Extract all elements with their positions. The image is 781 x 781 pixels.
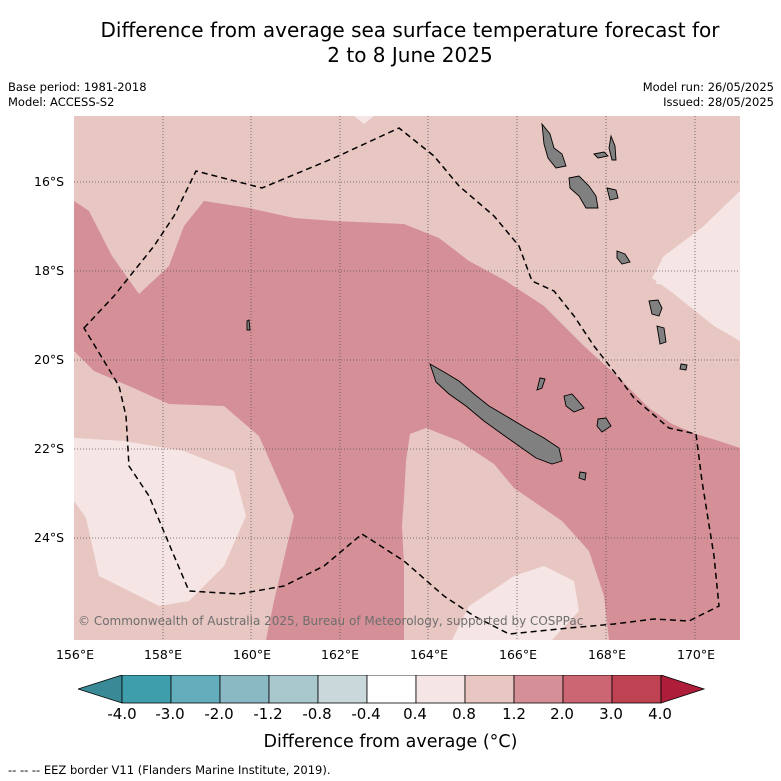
model-run: Model run: 26/05/2025 bbox=[642, 80, 774, 94]
colorbar-tick: 3.0 bbox=[599, 705, 623, 723]
base-period: Base period: 1981-2018 bbox=[8, 80, 147, 94]
lon-label-164e: 164°E bbox=[409, 647, 449, 662]
colorbar-tick: 4.0 bbox=[648, 705, 672, 723]
title-line-2: 2 to 8 June 2025 bbox=[327, 43, 493, 67]
colorbar-cell bbox=[170, 675, 221, 704]
colorbar-cell bbox=[415, 675, 466, 704]
lat-label-22s: 22°S bbox=[34, 441, 65, 456]
colorbar-tick: 1.2 bbox=[502, 705, 526, 723]
map-panel bbox=[74, 116, 740, 640]
vanuatu-ambae bbox=[593, 151, 609, 159]
colorbar-cell bbox=[366, 675, 417, 704]
field-warm-band bbox=[74, 201, 740, 640]
loyalty-mare bbox=[596, 417, 612, 433]
isle-of-pines bbox=[578, 471, 587, 481]
colorbar-tick: 0.4 bbox=[403, 705, 427, 723]
colorbar-cell bbox=[562, 675, 613, 704]
colorbar-tick: -0.4 bbox=[351, 705, 381, 723]
colorbar-under-arrow bbox=[78, 675, 123, 704]
lat-label-16s: 16°S bbox=[34, 174, 65, 189]
colorbar-cell bbox=[121, 675, 172, 704]
eez-legend: -- -- -- EEZ border V11 (Flanders Marine… bbox=[8, 763, 331, 777]
loyalty-lifou bbox=[563, 393, 585, 413]
vanuatu-espiritu-santo bbox=[541, 122, 567, 169]
colorbar-tick: -4.0 bbox=[107, 705, 137, 723]
new-caledonia-island bbox=[429, 363, 563, 465]
lat-label-18s: 18°S bbox=[34, 263, 65, 278]
vanuatu-erromango bbox=[648, 299, 663, 317]
colorbar bbox=[78, 675, 706, 704]
colorbar-tick: -3.0 bbox=[155, 705, 185, 723]
meta-left: Base period: 1981-2018 Model: ACCESS-S2 bbox=[8, 80, 147, 110]
lon-label-160e: 160°E bbox=[232, 647, 272, 662]
landmass bbox=[246, 122, 688, 481]
island-small-east bbox=[679, 363, 688, 371]
eez-legend-marker: -- -- -- bbox=[8, 763, 41, 777]
eez-legend-text: EEZ border V11 (Flanders Marine Institut… bbox=[43, 763, 331, 777]
eez-border bbox=[83, 127, 720, 635]
colorbar-title: Difference from average (°C) bbox=[263, 732, 518, 752]
colorbar-tick: 0.8 bbox=[452, 705, 476, 723]
colorbar-tick: -0.8 bbox=[302, 705, 332, 723]
sst-anomaly-map bbox=[74, 116, 740, 640]
colorbar-tick: -2.0 bbox=[204, 705, 234, 723]
colorbar-tick: -1.2 bbox=[253, 705, 283, 723]
loyalty-ouvea bbox=[536, 377, 546, 391]
colorbar-tick: 2.0 bbox=[550, 705, 574, 723]
copyright-notice: © Commonwealth of Australia 2025, Bureau… bbox=[78, 614, 584, 628]
lon-label-170e: 170°E bbox=[676, 647, 716, 662]
map-title: Difference from average sea surface temp… bbox=[60, 18, 760, 68]
lon-label-156e: 156°E bbox=[55, 647, 95, 662]
colorbar-over-arrow bbox=[660, 675, 706, 704]
island-southeast bbox=[656, 325, 667, 345]
graticule bbox=[74, 116, 740, 640]
colorbar-cell bbox=[317, 675, 368, 704]
vanuatu-pentecost bbox=[608, 134, 617, 161]
title-line-1: Difference from average sea surface temp… bbox=[100, 18, 720, 42]
lat-label-20s: 20°S bbox=[34, 352, 65, 367]
lon-label-166e: 166°E bbox=[498, 647, 538, 662]
colorbar-cell bbox=[464, 675, 515, 704]
colorbar-cell bbox=[219, 675, 270, 704]
issued-date: Issued: 28/05/2025 bbox=[663, 95, 774, 109]
field-light-east-top bbox=[652, 191, 740, 341]
colorbar-cell bbox=[513, 675, 564, 704]
vanuatu-tanna bbox=[616, 250, 631, 265]
field-light-top-right-strip bbox=[354, 116, 374, 124]
lat-label-24s: 24°S bbox=[34, 530, 65, 545]
model-name: Model: ACCESS-S2 bbox=[8, 95, 115, 109]
lon-label-162e: 162°E bbox=[320, 647, 360, 662]
meta-right: Model run: 26/05/2025 Issued: 28/05/2025 bbox=[643, 80, 774, 110]
colorbar-cell bbox=[268, 675, 319, 704]
island-chesterfield bbox=[246, 319, 251, 331]
vanuatu-efate bbox=[606, 187, 619, 201]
colorbar-cell bbox=[611, 675, 662, 704]
colorbar-cells bbox=[121, 675, 662, 704]
lon-label-158e: 158°E bbox=[143, 647, 183, 662]
vanuatu-malekula bbox=[568, 175, 599, 209]
lon-label-168e: 168°E bbox=[587, 647, 627, 662]
